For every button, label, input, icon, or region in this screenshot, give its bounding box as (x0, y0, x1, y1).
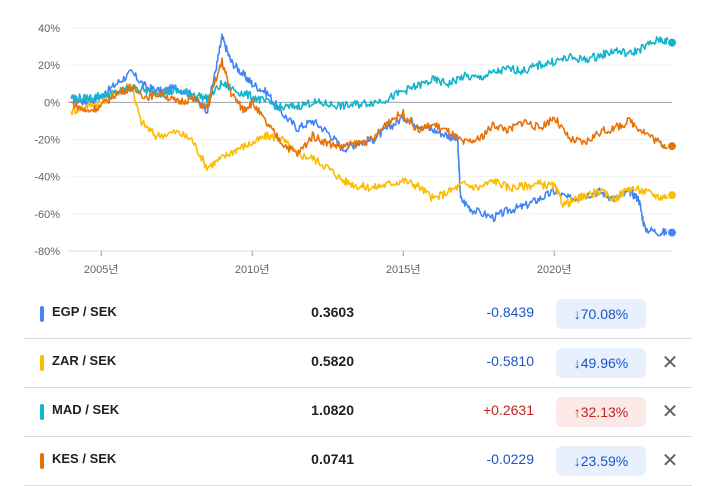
absolute-change-value: -0.5810 (486, 353, 534, 369)
x-tick-label: 2005년 (84, 263, 119, 276)
table-row-egp-sek[interactable]: EGP / SEK 0.3603 -0.8439 ↓70.08% (24, 290, 692, 339)
percent-change-badge: ↓23.59% (556, 446, 646, 476)
percent-change-badge: ↑32.13% (556, 397, 646, 427)
series-color-swatch (40, 404, 44, 420)
y-tick-label: 0% (44, 97, 60, 109)
y-tick-label: -80% (34, 246, 60, 258)
table-row-kes-sek[interactable]: KES / SEK 0.0741 -0.0229 ↓23.59% ✕ (24, 437, 692, 486)
absolute-change-value: +0.2631 (483, 402, 534, 418)
x-tick-label: 2010년 (235, 263, 270, 276)
y-tick-label: 20% (38, 60, 60, 72)
y-tick-label: -40% (34, 172, 60, 184)
exchange-rate-value: 1.0820 (311, 402, 354, 418)
series-line-mad (70, 36, 673, 112)
currency-pair-label: MAD / SEK (52, 402, 120, 417)
series-line-zar (70, 82, 673, 208)
exchange-rate-value: 0.5820 (311, 353, 354, 369)
comparison-table: EGP / SEK 0.3603 -0.8439 ↓70.08% ZAR / S… (24, 290, 692, 486)
series-color-swatch (40, 453, 44, 469)
x-tick-label: 2020년 (537, 263, 572, 276)
exchange-rate-value: 0.3603 (311, 304, 354, 320)
y-tick-label: -60% (34, 209, 60, 221)
exchange-rate-value: 0.0741 (311, 451, 354, 467)
series-line-kes (70, 57, 673, 158)
comparison-chart: 40% 20% 0% -20% -40% -60% -80% 2005년 2010년 2015년… (34, 23, 677, 276)
currency-pair-label: EGP / SEK (52, 304, 117, 319)
absolute-change-value: -0.8439 (486, 304, 534, 320)
y-tick-label: -20% (34, 135, 60, 147)
series-color-swatch (40, 306, 44, 322)
table-row-mad-sek[interactable]: MAD / SEK 1.0820 +0.2631 ↑32.13% ✕ (24, 388, 692, 437)
percent-change-badge: ↓49.96% (556, 348, 646, 378)
remove-comparison-close-icon[interactable]: ✕ (661, 450, 679, 472)
absolute-change-value: -0.0229 (486, 451, 534, 467)
remove-comparison-close-icon[interactable]: ✕ (661, 352, 679, 374)
series-end-marker-kes (667, 141, 677, 152)
currency-pair-label: ZAR / SEK (52, 353, 117, 368)
table-row-zar-sek[interactable]: ZAR / SEK 0.5820 -0.5810 ↓49.96% ✕ (24, 339, 692, 388)
series-end-marker-mad (667, 37, 677, 48)
percent-change-badge: ↓70.08% (556, 299, 646, 329)
remove-comparison-close-icon[interactable]: ✕ (661, 401, 679, 423)
currency-pair-label: KES / SEK (52, 451, 117, 466)
series-end-marker-egp (667, 227, 677, 238)
series-color-swatch (40, 355, 44, 371)
x-tick-label: 2015년 (386, 263, 421, 276)
y-tick-label: 40% (38, 23, 60, 35)
series-end-marker-zar (667, 190, 677, 201)
